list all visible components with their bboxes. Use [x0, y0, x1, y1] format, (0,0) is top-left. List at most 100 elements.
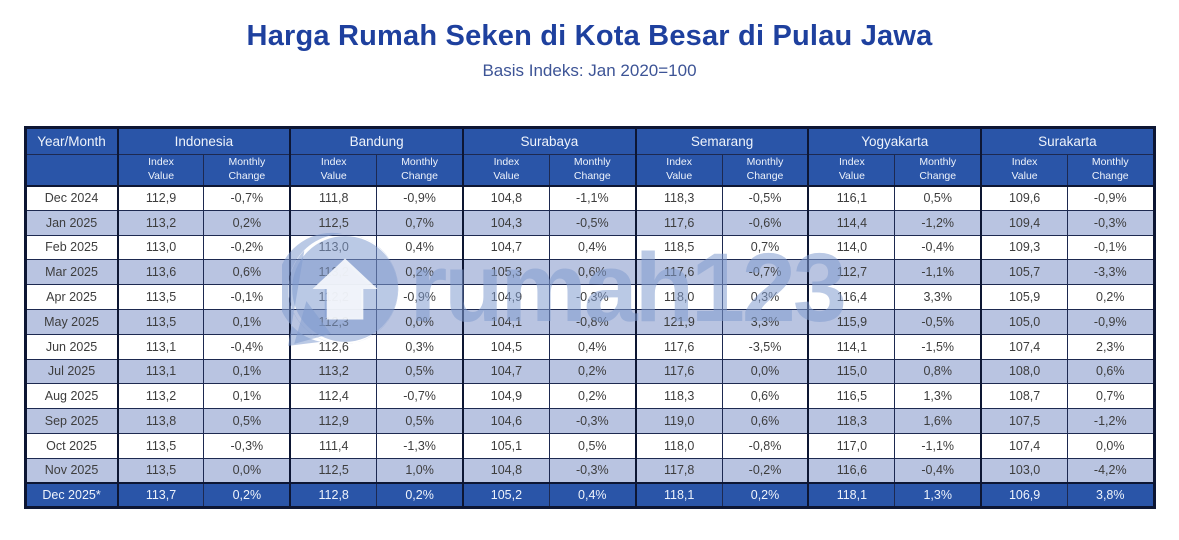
page-header: Harga Rumah Seken di Kota Besar di Pulau… [0, 0, 1179, 81]
index-value-cell: 113,5 [116, 284, 205, 310]
price-index-table: Year/Month Indonesia Bandung Surabaya Semara… [23, 126, 1156, 510]
index-value-cell: 108,0 [980, 358, 1069, 385]
subheader-index-value: Index Value [461, 154, 550, 186]
table-row: May 2025 113,5 0,1% 112,3 0,0% 104,1 -0,8% 121,… [24, 308, 1155, 335]
row-month-label: Aug 2025 [24, 383, 119, 410]
monthly-change-cell: -0,2% [721, 457, 809, 484]
subheader-monthly-change: Monthly Change [203, 154, 291, 186]
monthly-change-cell: -0,7% [203, 185, 291, 211]
monthly-change-cell: -0,1% [1067, 234, 1155, 261]
index-value-cell: 113,1 [116, 333, 205, 360]
index-value-cell: 104,9 [461, 284, 550, 310]
row-month-label: Jul 2025 [24, 358, 119, 385]
city-header-yogyakarta: Yogyakarta [807, 127, 982, 155]
row-month-label: Oct 2025 [24, 432, 119, 459]
row-month-label: Nov 2025 [24, 457, 119, 484]
monthly-change-cell: 0,1% [203, 308, 291, 335]
subheader-monthly-change: Monthly Change [376, 154, 464, 186]
subheader-index-value: Index Value [634, 154, 723, 186]
subheader-monthly-change: Monthly Change [1067, 154, 1155, 186]
subheader-index-value: Index Value [807, 154, 896, 186]
index-value-cell: 112,4 [289, 383, 378, 410]
index-value-cell: 104,6 [461, 408, 550, 434]
index-value-cell: 113,5 [116, 432, 205, 459]
row-month-label: Sep 2025 [24, 408, 119, 434]
monthly-change-cell: 1,3% [894, 482, 982, 509]
index-value-cell: 107,5 [980, 408, 1069, 434]
monthly-change-cell: 0,2% [1067, 284, 1155, 310]
monthly-change-cell: 0,5% [376, 358, 464, 385]
monthly-change-cell: -0,7% [376, 383, 464, 410]
monthly-change-cell: 0,2% [376, 259, 464, 286]
monthly-change-cell: 3,3% [894, 284, 982, 310]
index-value-cell: 111,8 [289, 185, 378, 211]
monthly-change-cell: -1,1% [894, 259, 982, 286]
index-value-cell: 121,9 [634, 308, 723, 335]
monthly-change-cell: 0,5% [203, 408, 291, 434]
index-value-cell: 113,2 [116, 383, 205, 410]
monthly-change-cell: -1,5% [894, 333, 982, 360]
index-value-cell: 116,6 [807, 457, 896, 484]
index-value-cell: 119,0 [634, 408, 723, 434]
index-value-cell: 107,4 [980, 333, 1069, 360]
monthly-change-cell: 0,2% [548, 383, 637, 410]
index-value-cell: 113,5 [116, 308, 205, 335]
index-value-cell: 104,5 [461, 333, 550, 360]
index-value-cell: 112,8 [289, 482, 378, 509]
monthly-change-cell: 1,0% [376, 457, 464, 484]
corner-header-year-month: Year/Month [24, 127, 119, 155]
monthly-change-cell: -0,3% [203, 432, 291, 459]
subheader-index-value: Index Value [980, 154, 1069, 186]
index-value-cell: 116,1 [807, 185, 896, 211]
index-value-cell: 104,8 [461, 457, 550, 484]
table-row: Apr 2025 113,5 -0,1% 112,2 -0,9% 104,9 -0,3% 11… [24, 284, 1155, 310]
monthly-change-cell: -1,3% [376, 432, 464, 459]
monthly-change-cell: -1,1% [894, 432, 982, 459]
monthly-change-cell: -1,2% [894, 209, 982, 236]
monthly-change-cell: 0,2% [203, 209, 291, 236]
city-header-bandung: Bandung [289, 127, 464, 155]
index-value-cell: 117,8 [634, 457, 723, 484]
table-row: Sep 2025 113,8 0,5% 112,9 0,5% 104,6 -0,3% 119,… [24, 408, 1155, 434]
row-month-label: Jan 2025 [24, 209, 119, 236]
row-month-label: Mar 2025 [24, 259, 119, 286]
subheader-index-value: Index Value [116, 154, 205, 186]
monthly-change-cell: 3,8% [1067, 482, 1155, 509]
price-index-table-wrap: Year/Month Indonesia Bandung Surabaya Semara… [23, 126, 1156, 510]
index-value-cell: 116,4 [807, 284, 896, 310]
monthly-change-cell: -0,9% [1067, 185, 1155, 211]
monthly-change-cell: 0,6% [1067, 358, 1155, 385]
monthly-change-cell: -0,3% [548, 457, 637, 484]
index-value-cell: 108,7 [980, 383, 1069, 410]
index-value-cell: 112,9 [116, 185, 205, 211]
monthly-change-cell: -0,3% [1067, 209, 1155, 236]
index-value-cell: 113,5 [116, 457, 205, 484]
index-value-cell: 118,1 [634, 482, 723, 509]
monthly-change-cell: 0,4% [376, 234, 464, 261]
monthly-change-cell: -0,8% [721, 432, 809, 459]
monthly-change-cell: 1,3% [894, 383, 982, 410]
index-value-cell: 113,7 [116, 482, 205, 509]
monthly-change-cell: 0,4% [548, 333, 637, 360]
row-month-label: Feb 2025 [24, 234, 119, 261]
monthly-change-cell: -0,3% [548, 408, 637, 434]
subheader-monthly-change: Monthly Change [894, 154, 982, 186]
page-title: Harga Rumah Seken di Kota Besar di Pulau… [246, 20, 933, 52]
monthly-change-cell: 0,2% [203, 482, 291, 509]
monthly-change-cell: 0,6% [721, 408, 809, 434]
index-value-cell: 104,7 [461, 234, 550, 261]
monthly-change-cell: 0,6% [548, 259, 637, 286]
index-value-cell: 104,9 [461, 383, 550, 410]
city-header-surabaya: Surabaya [462, 127, 637, 155]
monthly-change-cell: 0,0% [203, 457, 291, 484]
index-value-cell: 117,0 [807, 432, 896, 459]
monthly-change-cell: 0,2% [721, 482, 809, 509]
monthly-change-cell: 0,6% [203, 259, 291, 286]
monthly-change-cell: 0,0% [376, 308, 464, 335]
monthly-change-cell: 0,4% [548, 482, 637, 509]
table-row: Aug 2025 113,2 0,1% 112,4 -0,7% 104,9 0,2% 118,… [24, 383, 1155, 410]
index-value-cell: 106,9 [980, 482, 1069, 509]
index-value-cell: 114,0 [807, 234, 896, 261]
monthly-change-cell: -0,9% [376, 185, 464, 211]
index-value-cell: 117,6 [634, 259, 723, 286]
